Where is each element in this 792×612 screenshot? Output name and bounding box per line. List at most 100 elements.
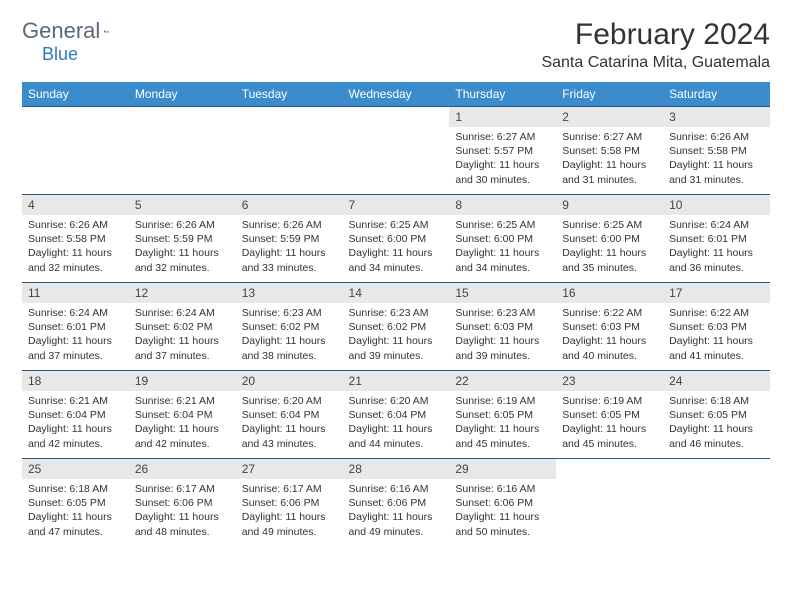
day-content: Sunrise: 6:22 AMSunset: 6:03 PMDaylight:…: [663, 303, 770, 369]
day-content: Sunrise: 6:24 AMSunset: 6:02 PMDaylight:…: [129, 303, 236, 369]
day-number: 8: [449, 195, 556, 215]
calendar-cell: [556, 459, 663, 547]
calendar-cell: [129, 107, 236, 195]
calendar-cell: 21Sunrise: 6:20 AMSunset: 6:04 PMDayligh…: [343, 371, 450, 459]
calendar-head: SundayMondayTuesdayWednesdayThursdayFrid…: [22, 82, 770, 107]
day-content: Sunrise: 6:23 AMSunset: 6:02 PMDaylight:…: [236, 303, 343, 369]
day-number: 5: [129, 195, 236, 215]
calendar-cell: 26Sunrise: 6:17 AMSunset: 6:06 PMDayligh…: [129, 459, 236, 547]
day-number: 16: [556, 283, 663, 303]
calendar-cell: 17Sunrise: 6:22 AMSunset: 6:03 PMDayligh…: [663, 283, 770, 371]
calendar-cell: 29Sunrise: 6:16 AMSunset: 6:06 PMDayligh…: [449, 459, 556, 547]
day-number: 23: [556, 371, 663, 391]
day-number: 6: [236, 195, 343, 215]
day-number: 12: [129, 283, 236, 303]
day-content: Sunrise: 6:21 AMSunset: 6:04 PMDaylight:…: [129, 391, 236, 457]
day-number: 11: [22, 283, 129, 303]
day-number: 28: [343, 459, 450, 479]
day-content: Sunrise: 6:26 AMSunset: 5:58 PMDaylight:…: [663, 127, 770, 193]
logo: General: [22, 18, 132, 44]
day-content: Sunrise: 6:16 AMSunset: 6:06 PMDaylight:…: [449, 479, 556, 545]
day-number: 25: [22, 459, 129, 479]
day-content: Sunrise: 6:22 AMSunset: 6:03 PMDaylight:…: [556, 303, 663, 369]
logo-text-2: Blue: [42, 44, 78, 65]
weekday-header: Friday: [556, 82, 663, 107]
day-content: Sunrise: 6:20 AMSunset: 6:04 PMDaylight:…: [236, 391, 343, 457]
calendar-cell: 10Sunrise: 6:24 AMSunset: 6:01 PMDayligh…: [663, 195, 770, 283]
day-content: Sunrise: 6:18 AMSunset: 6:05 PMDaylight:…: [663, 391, 770, 457]
calendar: SundayMondayTuesdayWednesdayThursdayFrid…: [22, 82, 770, 547]
calendar-body: 1Sunrise: 6:27 AMSunset: 5:57 PMDaylight…: [22, 107, 770, 547]
day-content: Sunrise: 6:16 AMSunset: 6:06 PMDaylight:…: [343, 479, 450, 545]
day-content: Sunrise: 6:20 AMSunset: 6:04 PMDaylight:…: [343, 391, 450, 457]
title-block: February 2024 Santa Catarina Mita, Guate…: [541, 18, 770, 72]
day-number: 20: [236, 371, 343, 391]
day-content: Sunrise: 6:17 AMSunset: 6:06 PMDaylight:…: [236, 479, 343, 545]
day-content: Sunrise: 6:24 AMSunset: 6:01 PMDaylight:…: [663, 215, 770, 281]
day-number: 29: [449, 459, 556, 479]
logo-text-1: General: [22, 18, 100, 44]
weekday-header: Wednesday: [343, 82, 450, 107]
day-number: 7: [343, 195, 450, 215]
day-content: Sunrise: 6:25 AMSunset: 6:00 PMDaylight:…: [556, 215, 663, 281]
day-content: Sunrise: 6:25 AMSunset: 6:00 PMDaylight:…: [449, 215, 556, 281]
calendar-cell: 18Sunrise: 6:21 AMSunset: 6:04 PMDayligh…: [22, 371, 129, 459]
calendar-row: 1Sunrise: 6:27 AMSunset: 5:57 PMDaylight…: [22, 107, 770, 195]
calendar-cell: 20Sunrise: 6:20 AMSunset: 6:04 PMDayligh…: [236, 371, 343, 459]
day-number: 19: [129, 371, 236, 391]
day-number: 27: [236, 459, 343, 479]
calendar-cell: 15Sunrise: 6:23 AMSunset: 6:03 PMDayligh…: [449, 283, 556, 371]
calendar-cell: 1Sunrise: 6:27 AMSunset: 5:57 PMDaylight…: [449, 107, 556, 195]
day-content: Sunrise: 6:27 AMSunset: 5:57 PMDaylight:…: [449, 127, 556, 193]
calendar-cell: 9Sunrise: 6:25 AMSunset: 6:00 PMDaylight…: [556, 195, 663, 283]
calendar-cell: 25Sunrise: 6:18 AMSunset: 6:05 PMDayligh…: [22, 459, 129, 547]
calendar-cell: 24Sunrise: 6:18 AMSunset: 6:05 PMDayligh…: [663, 371, 770, 459]
calendar-cell: 7Sunrise: 6:25 AMSunset: 6:00 PMDaylight…: [343, 195, 450, 283]
location: Santa Catarina Mita, Guatemala: [541, 54, 770, 72]
day-number: 22: [449, 371, 556, 391]
calendar-cell: 14Sunrise: 6:23 AMSunset: 6:02 PMDayligh…: [343, 283, 450, 371]
calendar-row: 18Sunrise: 6:21 AMSunset: 6:04 PMDayligh…: [22, 371, 770, 459]
calendar-cell: [663, 459, 770, 547]
calendar-cell: [343, 107, 450, 195]
calendar-cell: 19Sunrise: 6:21 AMSunset: 6:04 PMDayligh…: [129, 371, 236, 459]
weekday-header: Monday: [129, 82, 236, 107]
calendar-cell: [236, 107, 343, 195]
calendar-cell: 23Sunrise: 6:19 AMSunset: 6:05 PMDayligh…: [556, 371, 663, 459]
day-number: 26: [129, 459, 236, 479]
day-number: 3: [663, 107, 770, 127]
calendar-cell: 2Sunrise: 6:27 AMSunset: 5:58 PMDaylight…: [556, 107, 663, 195]
month-title: February 2024: [541, 18, 770, 52]
weekday-header: Sunday: [22, 82, 129, 107]
calendar-cell: 13Sunrise: 6:23 AMSunset: 6:02 PMDayligh…: [236, 283, 343, 371]
calendar-row: 11Sunrise: 6:24 AMSunset: 6:01 PMDayligh…: [22, 283, 770, 371]
calendar-cell: 11Sunrise: 6:24 AMSunset: 6:01 PMDayligh…: [22, 283, 129, 371]
weekday-header: Saturday: [663, 82, 770, 107]
day-number: 1: [449, 107, 556, 127]
day-content: Sunrise: 6:19 AMSunset: 6:05 PMDaylight:…: [556, 391, 663, 457]
day-number: 9: [556, 195, 663, 215]
day-content: Sunrise: 6:23 AMSunset: 6:02 PMDaylight:…: [343, 303, 450, 369]
calendar-cell: 5Sunrise: 6:26 AMSunset: 5:59 PMDaylight…: [129, 195, 236, 283]
day-number: 17: [663, 283, 770, 303]
logo-icon: [104, 22, 109, 40]
day-content: Sunrise: 6:17 AMSunset: 6:06 PMDaylight:…: [129, 479, 236, 545]
calendar-cell: [22, 107, 129, 195]
day-number: 24: [663, 371, 770, 391]
weekday-header: Thursday: [449, 82, 556, 107]
day-number: 10: [663, 195, 770, 215]
day-number: 15: [449, 283, 556, 303]
day-content: Sunrise: 6:24 AMSunset: 6:01 PMDaylight:…: [22, 303, 129, 369]
calendar-cell: 12Sunrise: 6:24 AMSunset: 6:02 PMDayligh…: [129, 283, 236, 371]
calendar-row: 4Sunrise: 6:26 AMSunset: 5:58 PMDaylight…: [22, 195, 770, 283]
calendar-cell: 16Sunrise: 6:22 AMSunset: 6:03 PMDayligh…: [556, 283, 663, 371]
calendar-cell: 3Sunrise: 6:26 AMSunset: 5:58 PMDaylight…: [663, 107, 770, 195]
calendar-cell: 6Sunrise: 6:26 AMSunset: 5:59 PMDaylight…: [236, 195, 343, 283]
day-content: Sunrise: 6:26 AMSunset: 5:59 PMDaylight:…: [236, 215, 343, 281]
day-number: 4: [22, 195, 129, 215]
day-number: 21: [343, 371, 450, 391]
day-number: 13: [236, 283, 343, 303]
calendar-cell: 27Sunrise: 6:17 AMSunset: 6:06 PMDayligh…: [236, 459, 343, 547]
day-number: 2: [556, 107, 663, 127]
day-content: Sunrise: 6:21 AMSunset: 6:04 PMDaylight:…: [22, 391, 129, 457]
